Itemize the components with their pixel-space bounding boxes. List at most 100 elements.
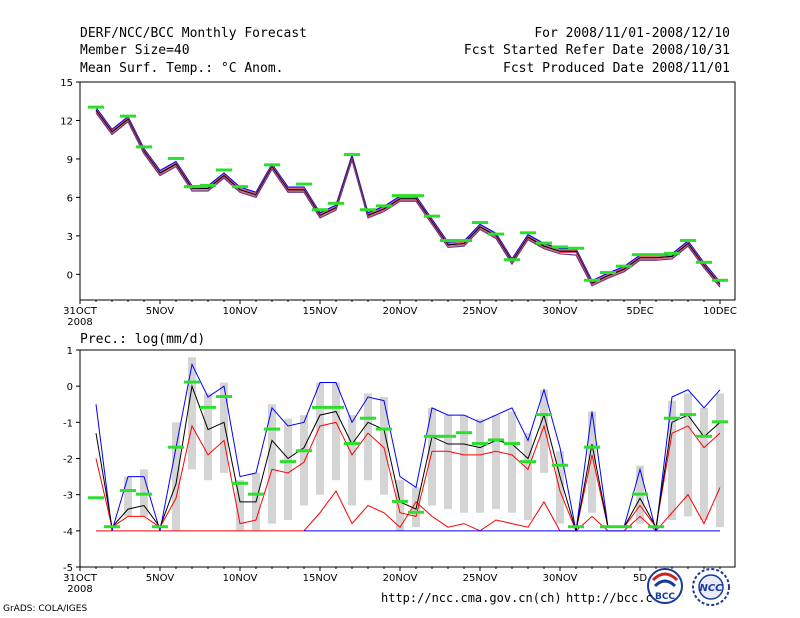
- prec-ensemble-box: [380, 397, 388, 495]
- prec-marker: [552, 463, 568, 467]
- temp-marker: [264, 163, 280, 167]
- temperature-panel: 0 3 6 9 12 15 31OCT 5NOV 10NOV 15NOV 20NOV 25NOV 30N…: [60, 78, 737, 328]
- temp-marker: [504, 258, 520, 262]
- prec-marker: [184, 380, 200, 384]
- temp-marker: [440, 239, 456, 243]
- temp-marker: [328, 201, 344, 205]
- prec-ytick-label: -4: [63, 527, 73, 538]
- temp-marker: [552, 245, 568, 249]
- prec-marker: [616, 525, 632, 529]
- prec-ytick-label: -2: [63, 455, 73, 466]
- prec-ytick-label: -3: [63, 491, 73, 502]
- temp-marker: [600, 271, 616, 275]
- temp-marker: [712, 278, 728, 282]
- prec-marker: [376, 427, 392, 431]
- prec-marker: [248, 492, 264, 496]
- bcc-logo: BCC: [647, 568, 683, 604]
- prec-ytick-label: -1: [63, 418, 73, 429]
- prec-xtick-label: 30NOV: [543, 573, 578, 584]
- prec-marker: [472, 442, 488, 446]
- prec-ensemble-box: [588, 411, 596, 513]
- temp-marker: [424, 214, 440, 218]
- member-size: Member Size=40: [80, 43, 190, 58]
- prec-ytick-label: 0: [67, 382, 73, 393]
- prec-ensemble-box: [476, 418, 484, 513]
- temp-marker: [200, 183, 216, 187]
- temp-marker: [88, 105, 104, 109]
- software-credit: GrADS: COLA/IGES: [3, 604, 88, 614]
- temp-marker: [376, 204, 392, 208]
- temp-marker: [472, 221, 488, 225]
- prec-marker: [216, 395, 232, 399]
- prec-ensemble-box: [508, 411, 516, 513]
- prec-marker: [584, 445, 600, 449]
- prec-xtick-label: 15NOV: [303, 573, 338, 584]
- prec-marker: [680, 413, 696, 417]
- prec-marker: [120, 489, 136, 493]
- precipitation-panel: -5 -4 -3 -2 -1 0 1 31OCT 5NOV 10NOV 15NOV 20NOV 25NO…: [63, 346, 736, 595]
- temp-marker: [408, 194, 424, 198]
- prec-ensemble-box: [428, 407, 436, 506]
- temp-marker: [184, 185, 200, 189]
- prec-panel-title: Prec.: log(mm/d): [80, 332, 206, 347]
- bcc-url-link[interactable]: http://bcc.c: [566, 591, 653, 605]
- prec-ensemble-box: [332, 382, 340, 481]
- prec-marker: [488, 438, 504, 442]
- prec-marker: [568, 525, 584, 529]
- prec-ensemble-box: [348, 415, 356, 506]
- prec-xtick-label: 5NOV: [146, 573, 175, 584]
- prec-marker: [600, 525, 616, 529]
- prec-marker: [296, 449, 312, 453]
- temp-marker: [680, 239, 696, 243]
- temp-lower-line: [95, 112, 721, 288]
- prec-lower-mean-line: [95, 421, 721, 533]
- ncc-logo-text: NCC: [699, 583, 723, 594]
- prec-ensemble-box: [124, 476, 132, 517]
- temp-xtick-label: 5NOV: [146, 306, 175, 317]
- prec-marker: [88, 496, 104, 500]
- prec-ensemble-box: [444, 415, 452, 510]
- prec-ytick-label: 1: [67, 346, 73, 357]
- prec-marker: [696, 434, 712, 438]
- prec-ensemble-box: [268, 404, 276, 524]
- prec-ensemble-box: [188, 357, 196, 470]
- temp-marker: [664, 251, 680, 255]
- temp-xtick-label: 10NOV: [223, 306, 258, 317]
- temp-marker: [696, 260, 712, 264]
- prec-marker: [232, 481, 248, 485]
- prec-marker: [664, 416, 680, 420]
- prec-ensemble-box: [684, 393, 692, 517]
- prec-ensemble-box: [556, 451, 564, 524]
- prec-marker: [344, 442, 360, 446]
- prec-marker: [456, 431, 472, 435]
- prec-marker: [520, 460, 536, 464]
- temp-marker: [536, 241, 552, 245]
- temp-marker: [568, 246, 584, 250]
- temp-ytick-label: 3: [67, 232, 73, 243]
- temp-xtick-label: 5DEC: [626, 306, 653, 317]
- variable-label: Mean Surf. Temp.: °C Anom.: [80, 61, 284, 76]
- ncc-url-link[interactable]: http://ncc.cma.gov.cn(ch): [381, 591, 562, 605]
- start-date: Fcst Started Refer Date 2008/10/31: [463, 43, 730, 58]
- prec-xtick-label: 25NOV: [463, 573, 498, 584]
- prec-marker: [136, 492, 152, 496]
- prec-ensemble-box: [364, 393, 372, 481]
- prec-xtick-label: 10NOV: [223, 573, 258, 584]
- prec-marker: [648, 525, 664, 529]
- prec-marker: [104, 525, 120, 529]
- temp-marker: [120, 114, 136, 118]
- temp-marker: [296, 182, 312, 186]
- prec-ensemble-box: [396, 480, 404, 531]
- temp-xtick-label: 20NOV: [383, 306, 418, 317]
- prec-marker: [504, 442, 520, 446]
- temp-marker: [360, 208, 376, 212]
- temp-frame: [79, 81, 736, 301]
- prec-ytick-label: -5: [63, 563, 73, 574]
- prec-marker: [408, 510, 424, 514]
- temp-marker: [232, 185, 248, 189]
- prec-marker: [632, 492, 648, 496]
- prec-year-label: 2008: [67, 584, 92, 595]
- temp-xtick-label: 30NOV: [543, 306, 578, 317]
- prec-marker: [168, 445, 184, 449]
- prec-marker: [200, 405, 216, 409]
